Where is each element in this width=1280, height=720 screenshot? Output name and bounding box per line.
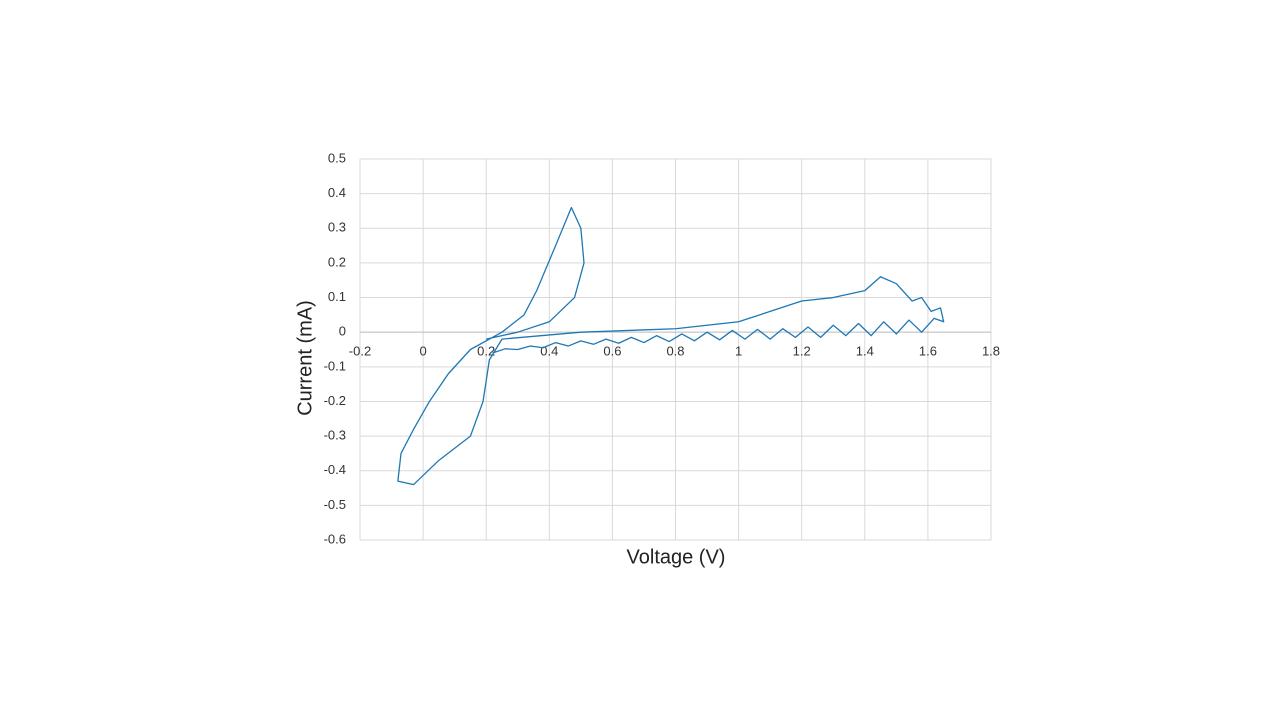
y-tick-label: 0.1 bbox=[328, 289, 346, 304]
x-tick-label: 1.4 bbox=[856, 344, 874, 359]
x-tick-label: 1.8 bbox=[982, 344, 1000, 359]
y-axis-title: Current (mA) bbox=[294, 300, 316, 416]
y-tick-label: 0.5 bbox=[328, 150, 346, 165]
y-tick-label: 0.2 bbox=[328, 254, 346, 269]
x-axis-title: Voltage (V) bbox=[627, 546, 726, 568]
y-tick-label: -0.5 bbox=[324, 497, 346, 512]
x-tick-label: 1.6 bbox=[919, 344, 937, 359]
y-tick-label: -0.3 bbox=[324, 428, 346, 443]
y-tick-label: -0.4 bbox=[324, 462, 346, 477]
y-tick-label: 0 bbox=[339, 324, 346, 339]
x-tick-label: 1 bbox=[735, 344, 742, 359]
x-tick-label: 1.2 bbox=[793, 344, 811, 359]
y-tick-label: 0.3 bbox=[328, 220, 346, 235]
data-line bbox=[397, 206, 945, 486]
y-tick-label: 0.4 bbox=[328, 185, 346, 200]
y-tick-label: -0.2 bbox=[324, 393, 346, 408]
x-tick-label: 0.8 bbox=[666, 344, 684, 359]
x-tick-label: 0 bbox=[419, 344, 426, 359]
x-tick-label: 0.6 bbox=[603, 344, 621, 359]
x-tick-label: 0.2 bbox=[477, 344, 495, 359]
y-tick-label: -0.1 bbox=[324, 358, 346, 373]
x-tick-label: -0.2 bbox=[349, 344, 371, 359]
y-tick-label: -0.6 bbox=[324, 531, 346, 546]
